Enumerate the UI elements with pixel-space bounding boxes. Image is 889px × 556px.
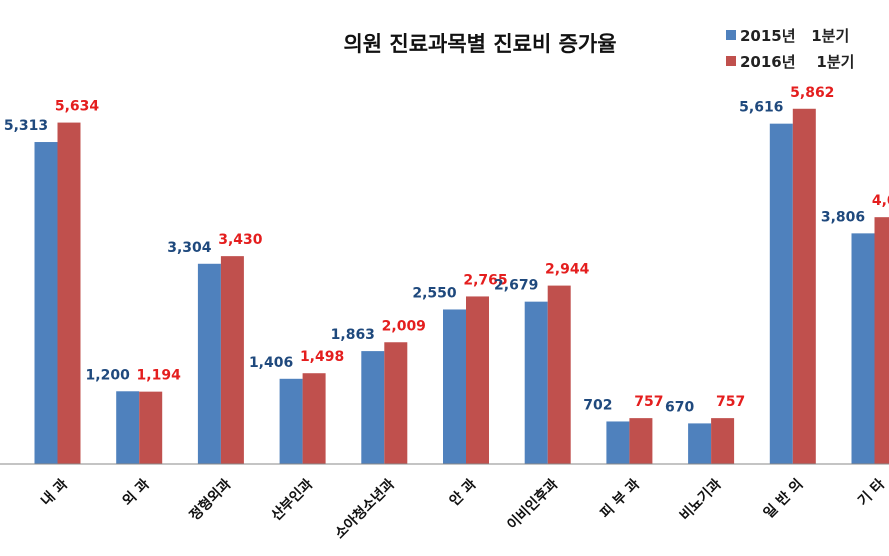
data-label-2015-6: 2,679: [494, 278, 538, 294]
bar-2015-7: [606, 421, 630, 464]
bar-2015-10: [851, 233, 875, 464]
x-tick-label-6: 이비인후과: [504, 476, 562, 534]
bar-2015-6: [524, 301, 548, 464]
data-label-2015-9: 5,616: [739, 100, 783, 116]
bar-2015-5: [443, 309, 466, 464]
bar-2016-9: [792, 108, 816, 464]
data-label-2016-2: 3,430: [218, 232, 263, 248]
data-label-2016-3: 1,498: [300, 349, 344, 365]
bar-2016-2: [220, 256, 244, 464]
data-label-2015-1: 1,200: [86, 367, 131, 383]
data-label-2016-9: 5,862: [790, 85, 834, 101]
data-label-2016-1: 1,194: [137, 368, 182, 384]
x-tick-label-1: 외 과: [119, 476, 153, 510]
bar-2015-4: [361, 351, 385, 464]
x-tick-label-4: 소아청소년과: [331, 476, 398, 543]
bar-2015-1: [116, 391, 140, 464]
bar-2015-2: [197, 263, 221, 464]
bar-2016-8: [711, 418, 735, 464]
bar-2016-10: [874, 217, 889, 464]
bar-2016-6: [547, 285, 571, 464]
bar-2016-5: [466, 296, 489, 464]
legend-swatch-2016: [726, 56, 736, 66]
x-tick-labels-layer: 내 과 외 과 정형외과 산부인과 소아청소년과 안 과 이비인후과 피 부 과 비뇨기과 일 반…: [38, 476, 888, 543]
bar-2016-0: [57, 122, 81, 465]
bar-2015-8: [688, 423, 712, 464]
data-label-2015-0: 5,313: [4, 118, 48, 134]
bar-2015-9: [769, 123, 793, 464]
data-label-2016-7: 757: [634, 394, 663, 410]
data-label-2015-5: 2,550: [412, 285, 457, 301]
data-label-2016-0: 5,634: [55, 99, 100, 115]
x-tick-label-3: 산부인과: [268, 476, 317, 525]
x-tick-label-9: 일 반 의: [760, 476, 806, 522]
bar-2016-4: [384, 342, 408, 464]
legend-item-2015: 2015년 1분기: [726, 22, 854, 48]
data-label-2016-8: 757: [716, 394, 745, 410]
bar-2015-0: [34, 142, 58, 464]
x-tick-label-5: 안 과: [446, 476, 480, 510]
x-tick-label-2: 정형외과: [186, 476, 235, 525]
x-tick-label-8: 비뇨기과: [677, 476, 725, 524]
legend-swatch-2015: [726, 30, 736, 40]
bar-2016-1: [139, 391, 163, 464]
bar-2015-3: [279, 378, 303, 464]
bar-2016-3: [302, 373, 326, 464]
data-label-2015-2: 3,304: [167, 240, 212, 256]
data-labels-layer: 5,313 5,634 1,200 1,194 3,304 3,430 1,406 1,498…: [4, 85, 889, 416]
bars-layer: [34, 108, 889, 465]
data-label-2015-4: 1,863: [331, 327, 375, 343]
x-tick-label-10: 기 타: [855, 476, 888, 509]
chart-title: 의원 진료과목별 진료비 증가율: [343, 32, 617, 56]
data-label-2016-4: 2,009: [382, 318, 426, 334]
legend-item-2016: 2016년 1분기: [726, 48, 854, 74]
legend: 2015년 1분기 2016년 1분기: [726, 22, 854, 74]
data-label-2016-10: 4,073: [872, 193, 889, 209]
x-tick-label-0: 내 과: [38, 476, 71, 509]
x-tick-label-7: 피 부 과: [597, 476, 643, 522]
data-label-2015-7: 702: [583, 397, 612, 413]
data-label-2016-6: 2,944: [545, 262, 590, 278]
legend-label-2015: 2015년 1분기: [740, 26, 850, 45]
data-label-2015-8: 670: [665, 399, 694, 415]
data-label-2015-3: 1,406: [249, 355, 293, 371]
chart-title-area: 의원 진료과목별 진료비 증가율: [0, 0, 889, 80]
bar-2016-7: [629, 418, 653, 464]
data-label-2015-10: 3,806: [821, 209, 865, 225]
legend-label-2016: 2016년 1분기: [740, 52, 855, 71]
data-label-2016-5: 2,765: [463, 272, 507, 288]
